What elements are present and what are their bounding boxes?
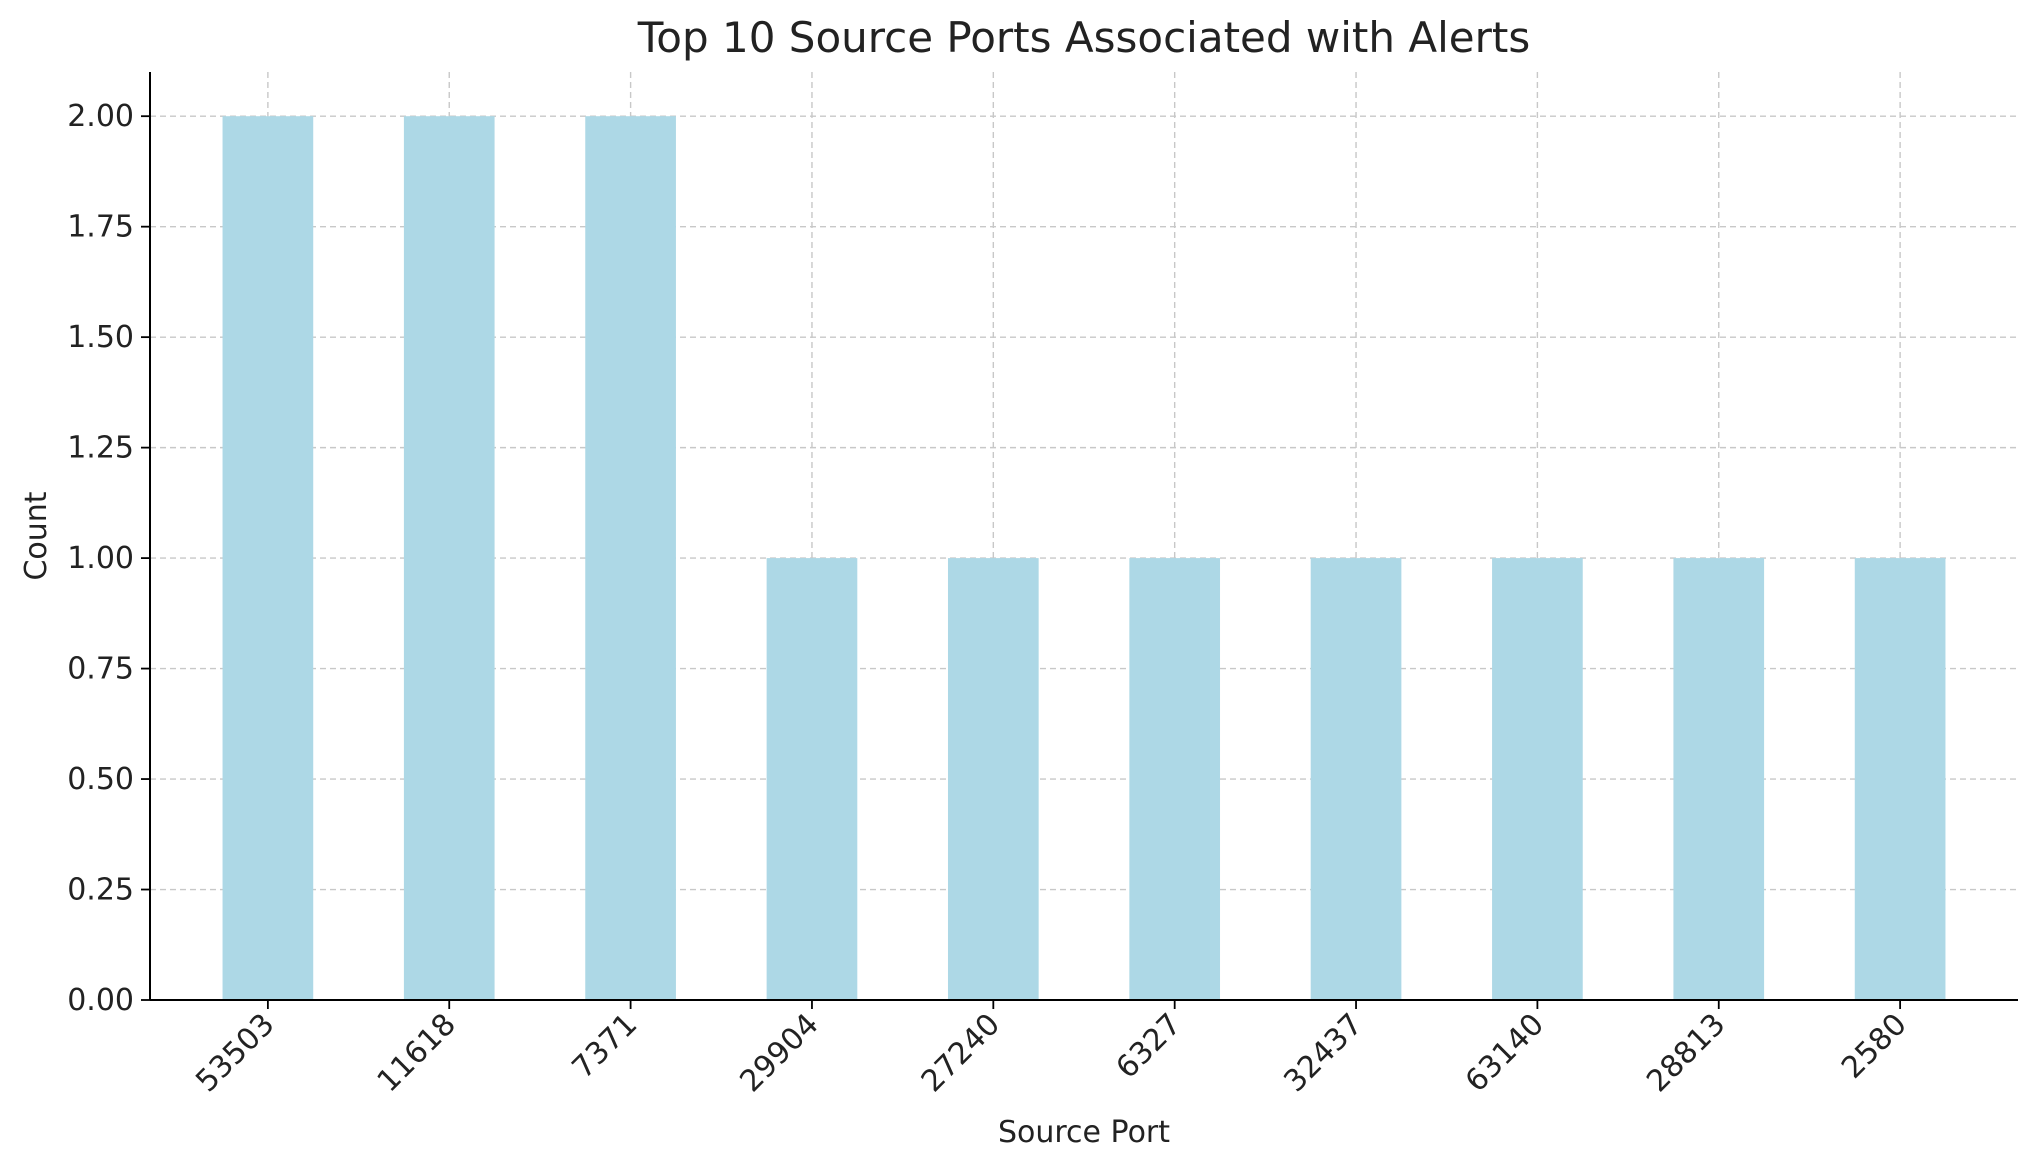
bar-2580 bbox=[1854, 558, 1946, 1000]
y-tick-label: 1.00 bbox=[67, 541, 134, 576]
bar-28813 bbox=[1673, 558, 1765, 1000]
x-tick-label: 2580 bbox=[1835, 1007, 1914, 1086]
bar-6327 bbox=[1129, 558, 1221, 1000]
x-tick-label: 6327 bbox=[1110, 1007, 1189, 1086]
y-tick-label: 1.25 bbox=[67, 431, 134, 466]
bar-32437 bbox=[1310, 558, 1402, 1000]
x-tick-label: 63140 bbox=[1459, 1007, 1551, 1099]
y-tick-label: 0.75 bbox=[67, 652, 134, 687]
x-tick-label: 11618 bbox=[371, 1007, 463, 1099]
bar-7371 bbox=[585, 116, 676, 1000]
y-axis-label: Count bbox=[19, 491, 54, 580]
x-tick-label: 7371 bbox=[566, 1007, 645, 1086]
bar-53503 bbox=[222, 116, 314, 1000]
x-tick-label: 53503 bbox=[189, 1007, 281, 1099]
y-tick-label: 1.75 bbox=[67, 210, 134, 245]
bar-29904 bbox=[766, 558, 858, 1000]
x-tick-label: 29904 bbox=[733, 1007, 825, 1099]
bar-11618 bbox=[403, 116, 495, 1000]
axes bbox=[141, 72, 2018, 1009]
x-tick-label: 28813 bbox=[1640, 1007, 1732, 1099]
y-tick-label: 0.50 bbox=[67, 762, 134, 797]
y-tick-label: 2.00 bbox=[67, 99, 134, 134]
y-tick-labels: 0.00 0.25 0.50 0.75 1.00 1.25 1.50 1.75 2.00 bbox=[67, 99, 134, 1018]
y-tick-label: 0.00 bbox=[67, 983, 134, 1018]
bars bbox=[222, 116, 1946, 1000]
y-tick-label: 0.25 bbox=[67, 873, 134, 908]
bar-63140 bbox=[1492, 558, 1583, 1000]
chart-title: Top 10 Source Ports Associated with Aler… bbox=[637, 13, 1530, 62]
bar-27240 bbox=[947, 558, 1039, 1000]
x-tick-label: 32437 bbox=[1277, 1007, 1369, 1099]
y-tick-label: 1.50 bbox=[67, 320, 134, 355]
x-axis-label: Source Port bbox=[998, 1115, 1170, 1150]
x-tick-label: 27240 bbox=[915, 1007, 1007, 1099]
x-tick-labels: 53503 11618 7371 29904 27240 6327 32437 63140 28… bbox=[189, 1007, 1913, 1099]
